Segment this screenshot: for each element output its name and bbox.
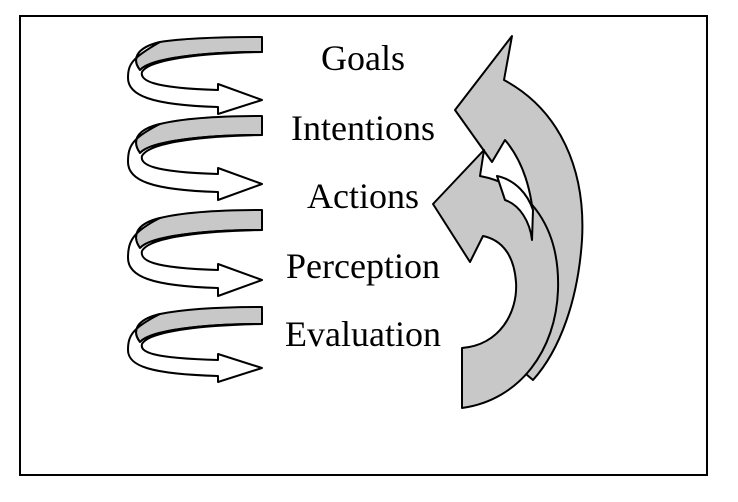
spiral-band-front-1 [127,41,263,115]
spiral-loop-3 [127,209,263,297]
spiral-coil [127,36,263,383]
stage-label-goals: Goals [321,38,405,78]
stage-label-perception: Perception [286,246,440,286]
stage-label-evaluation: Evaluation [285,314,441,354]
spiral-loop-4 [127,306,263,383]
feedback-arrows [432,35,584,409]
stage-label-actions: Actions [307,176,419,216]
stage-label-intentions: Intentions [291,108,435,148]
spiral-band-front-4 [127,313,263,383]
outer-arrow-hole [496,175,534,241]
spiral-band-front-3 [127,217,263,297]
spiral-loop-1 [127,36,263,115]
spiral-band-front-2 [127,123,263,201]
stage-labels: Goals Intentions Actions Perception Eval… [285,38,441,354]
spiral-loop-2 [127,115,263,201]
